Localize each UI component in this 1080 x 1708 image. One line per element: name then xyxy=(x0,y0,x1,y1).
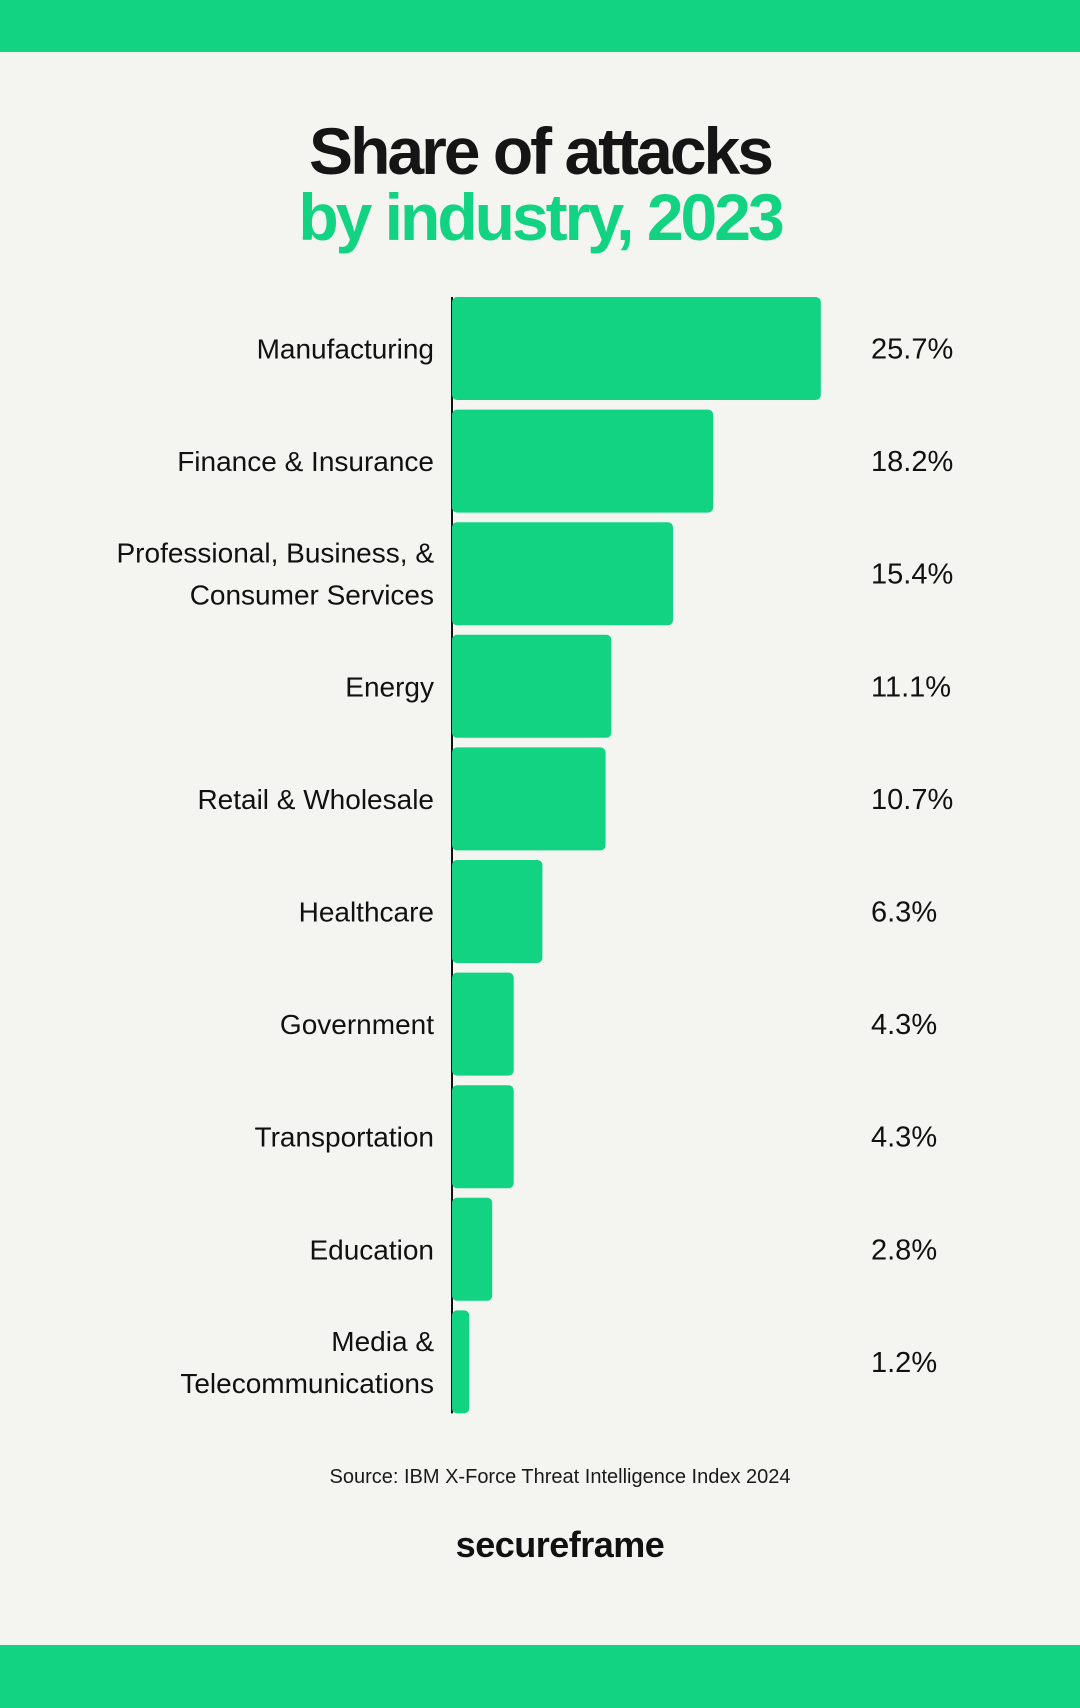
bar xyxy=(452,1310,470,1414)
bar xyxy=(452,409,714,513)
value-label: 15.4% xyxy=(871,559,953,591)
category-label: Consumer Services xyxy=(190,580,434,611)
bar xyxy=(452,634,612,738)
category-label: Finance & Insurance xyxy=(177,446,434,477)
category-label: Transportation xyxy=(255,1122,435,1153)
value-label: 18.2% xyxy=(871,446,953,478)
category-label: Government xyxy=(280,1009,434,1040)
category-label: Energy xyxy=(345,671,434,702)
value-label: 4.3% xyxy=(871,1009,937,1041)
value-label: 1.2% xyxy=(871,1347,937,1379)
bar xyxy=(452,297,821,400)
bar-chart: Manufacturing 25.7% Finance & Insurance 18.… xyxy=(117,297,953,1414)
value-label: 10.7% xyxy=(871,784,953,816)
category-label: Manufacturing xyxy=(257,334,434,365)
bottom-accent-band xyxy=(0,1645,1080,1708)
value-label: 11.1% xyxy=(871,671,951,703)
bar xyxy=(452,1085,514,1189)
value-label: 6.3% xyxy=(871,897,937,929)
value-label: 2.8% xyxy=(871,1234,937,1266)
title-line-1: Share of attacks xyxy=(309,114,774,188)
top-accent-band xyxy=(0,0,1080,52)
value-label: 4.3% xyxy=(871,1122,937,1154)
category-label: Retail & Wholesale xyxy=(197,784,434,815)
brand-logo: secureframe xyxy=(455,1524,665,1565)
category-label: Education xyxy=(309,1234,434,1265)
bar xyxy=(452,972,514,1076)
source-note: Source: IBM X-Force Threat Intelligence … xyxy=(329,1466,791,1488)
category-label: Professional, Business, & xyxy=(117,538,435,569)
bar xyxy=(452,747,606,851)
value-label: 25.7% xyxy=(871,334,953,366)
category-label: Healthcare xyxy=(299,897,434,928)
category-label: Media & xyxy=(331,1326,434,1357)
title-line-2: by industry, 2023 xyxy=(298,180,784,254)
bar xyxy=(452,860,543,963)
bar xyxy=(452,522,673,626)
chart-title: Share of attacks by industry, 2023 xyxy=(0,118,1080,250)
category-label: Telecommunications xyxy=(180,1368,434,1399)
bar xyxy=(452,1197,493,1301)
